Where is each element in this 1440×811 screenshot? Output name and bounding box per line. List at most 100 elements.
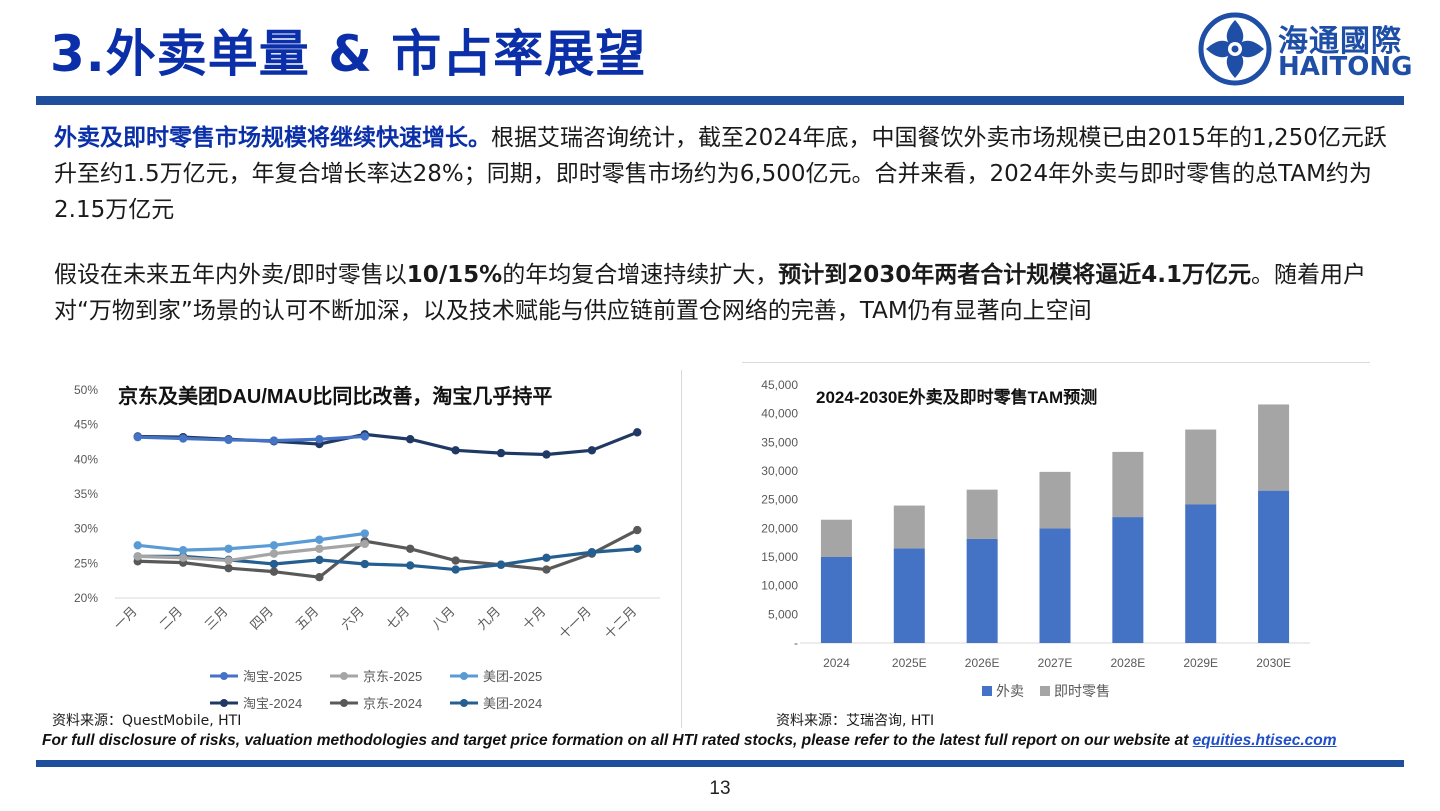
- series-line: [137, 531, 366, 552]
- source-note-left: 资料来源：QuestMobile, HTI: [52, 713, 242, 729]
- data-point: [451, 556, 460, 565]
- legend-label: 京东-2024: [363, 696, 422, 711]
- line-chart-canvas: 20%25%30%35%40%45%50%一月 二月 三月 四月 五月 六月 七月 八月 九月十…: [74, 378, 660, 711]
- x-tick-label: 六月: [338, 604, 367, 633]
- data-point: [496, 448, 506, 458]
- dau-mau-line-chart: 20% 25% 30% 35% 40% 45% 50% 一月 二月 三月 四月 五月 六月 七月 八月 九月十…: [40, 370, 682, 728]
- data-point: [542, 450, 551, 459]
- logo-chinese-text: 海通國際: [1278, 24, 1402, 59]
- legend-marker: [460, 672, 468, 680]
- legend-marker: [220, 672, 228, 680]
- bar-segment: [1258, 404, 1290, 491]
- legend-label: 淘宝-2024: [243, 696, 302, 711]
- bar-segment: [820, 519, 852, 557]
- data-point: [496, 560, 506, 569]
- y-tick-label: 10,000: [761, 579, 798, 593]
- y-tick-label: 30%: [74, 522, 98, 536]
- paragraph-lead: 外卖及即时零售市场规模将继续快速增长。: [54, 125, 491, 151]
- bar-segment: [966, 489, 998, 539]
- data-point: [269, 541, 279, 550]
- data-point: [633, 544, 642, 553]
- bar-segment: [820, 557, 852, 643]
- footer-divider: [36, 760, 1404, 767]
- data-point: [224, 563, 233, 573]
- series-line: [137, 542, 365, 563]
- data-point: [542, 553, 551, 562]
- data-point: [406, 561, 415, 570]
- x-tick-label: 十二月: [601, 604, 639, 642]
- legend-marker: [460, 699, 468, 707]
- x-tick-label: 2030E: [1256, 656, 1291, 670]
- bar-segment: [1039, 528, 1071, 643]
- y-tick-label: 20,000: [761, 521, 798, 535]
- data-point: [315, 435, 324, 444]
- x-tick-label: 2026E: [965, 656, 1000, 670]
- data-point: [451, 446, 460, 455]
- x-tick-label: 八月: [429, 604, 458, 633]
- data-point: [224, 556, 233, 565]
- x-tick-label: 十月: [520, 604, 549, 633]
- data-point: [315, 555, 324, 565]
- legend-marker: [340, 699, 348, 707]
- page-number: 13: [709, 778, 731, 799]
- data-point: [178, 545, 188, 555]
- series-line: [137, 430, 638, 457]
- bar-segment: [893, 548, 925, 643]
- x-tick-label: 2025E: [892, 656, 927, 670]
- data-point: [178, 434, 188, 443]
- paragraph-text: 假设在未来五年内外卖/即时零售以: [54, 262, 407, 288]
- legend-label: 即时零售: [1054, 683, 1110, 699]
- paragraph-market-growth: 外卖及即时零售市场规模将继续快速增长。根据艾瑞咨询统计，截至2024年底，中国餐…: [54, 120, 1394, 228]
- paragraph-text: 。随着用户对“万物到家”场景的认可不断加深，以及技术赋能与供应链前置仓网络的完善…: [54, 262, 1366, 324]
- data-point: [542, 565, 551, 574]
- data-point: [633, 525, 642, 535]
- legend-marker: [220, 699, 228, 707]
- bar-segment: [893, 505, 925, 549]
- y-tick-label: 30,000: [761, 464, 798, 478]
- legend-label: 美团-2025: [483, 669, 542, 684]
- series-line: [137, 434, 365, 443]
- bar-chart-canvas: - 5,000 10,000 15,000 20,000 25,000 30,000 35,0…: [761, 378, 1310, 699]
- data-point: [133, 552, 142, 561]
- x-tick-label: 十一月: [556, 604, 594, 642]
- data-point: [360, 432, 369, 441]
- disclaimer: For full disclosure of risks, valuation …: [42, 732, 1337, 750]
- data-point: [224, 544, 233, 553]
- data-point: [269, 549, 279, 558]
- legend-swatch: [982, 686, 992, 696]
- data-point: [269, 559, 279, 569]
- y-tick-label: 35,000: [761, 435, 798, 449]
- haitong-logo: 海通國際 HAITONG: [1198, 10, 1413, 88]
- data-point: [178, 553, 188, 562]
- tam-stacked-bar-chart: - 5,000 10,000 15,000 20,000 25,000 30,000 35,0…: [742, 362, 1370, 714]
- logo-english-text: HAITONG: [1278, 52, 1413, 82]
- data-point: [633, 428, 642, 437]
- y-tick-label: 35%: [74, 487, 98, 501]
- chart-title: 京东及美团DAU/MAU比同比改善，淘宝几乎持平: [118, 384, 552, 408]
- source-note-right: 资料来源：艾瑞咨询, HTI: [776, 713, 935, 729]
- y-tick-label: 25%: [74, 556, 98, 570]
- data-point: [360, 559, 369, 569]
- bar-segment: [1039, 471, 1071, 529]
- bar-segment: [1185, 429, 1217, 505]
- bar-segment: [1112, 451, 1144, 518]
- x-tick-label: 四月: [247, 604, 276, 633]
- bar-segment: [966, 538, 998, 643]
- x-tick-label: 七月: [383, 604, 412, 633]
- paragraph-text: 根据艾瑞咨询统计，截至2024年底，中国餐饮外卖市场规模已由2015年的1,25…: [54, 125, 1387, 223]
- x-tick-label: 五月: [292, 604, 321, 633]
- data-point: [224, 435, 233, 445]
- website-link[interactable]: equities.htisec.com: [1192, 732, 1337, 749]
- data-point: [133, 541, 142, 550]
- slide-title: 3.外卖单量 & 市占率展望: [50, 25, 647, 83]
- y-tick-label: 5,000: [768, 607, 798, 621]
- data-point: [587, 446, 597, 455]
- legend-label: 美团-2024: [483, 696, 542, 711]
- paragraph-tam-forecast: 假设在未来五年内外卖/即时零售以10/15%的年均复合增速持续扩大，预计到203…: [54, 257, 1394, 329]
- x-tick-label: 2028E: [1111, 656, 1146, 670]
- y-tick-label: 15,000: [761, 550, 798, 564]
- x-tick-label: 二月: [156, 604, 185, 633]
- bar-segment: [1185, 504, 1217, 643]
- paragraph-text: 的年均复合增速持续扩大，: [502, 262, 779, 288]
- data-point: [315, 544, 324, 553]
